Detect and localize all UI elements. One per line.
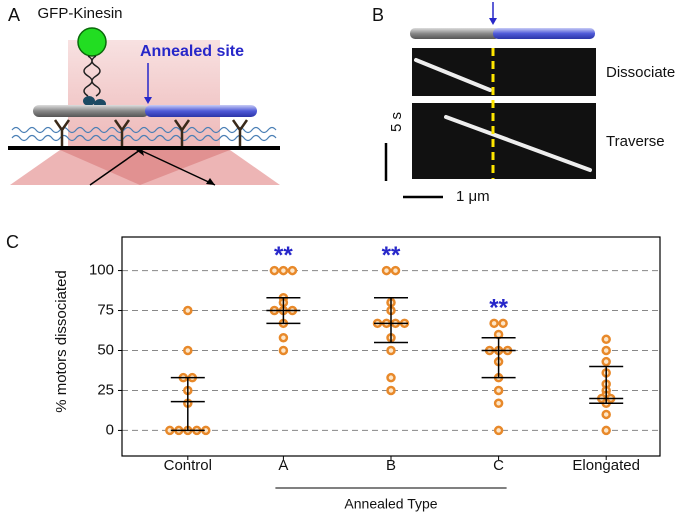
length-scale: 1 μm <box>456 188 490 205</box>
arrow-head <box>489 18 497 25</box>
significance: ** <box>489 295 508 322</box>
data-point <box>278 265 289 276</box>
panel-label: A <box>8 5 20 25</box>
panel-c: 0 25 50 75 100 % motors dissociated Control A **… <box>53 236 661 512</box>
panel-label: C <box>6 232 19 252</box>
protein-label: GFP-Kinesin <box>37 5 122 22</box>
data-point <box>386 372 396 383</box>
x-tick-label: B <box>386 457 396 474</box>
data-point <box>287 265 298 276</box>
arrow-head <box>144 97 152 104</box>
data-point <box>601 409 611 420</box>
arrow-head <box>136 148 144 156</box>
data-point <box>601 334 611 345</box>
annealed-segment <box>493 28 595 39</box>
microtubule <box>410 28 500 39</box>
motor-head <box>83 96 95 106</box>
y-tick-label: 75 <box>97 302 114 319</box>
x-tick-label: C <box>493 457 504 474</box>
data-point <box>601 425 611 436</box>
y-axis-title: % motors dissociated <box>53 270 70 413</box>
panel-a: A GFP-Kinesin Annealed site <box>8 5 280 186</box>
annealed-segment <box>145 105 257 117</box>
significance: ** <box>382 242 401 269</box>
data-point <box>381 265 392 276</box>
data-point <box>601 356 611 367</box>
data-point <box>269 265 280 276</box>
arrow-head <box>206 178 215 185</box>
significance: ** <box>274 242 293 269</box>
stalk <box>83 55 101 97</box>
data-point <box>498 318 508 329</box>
kymograph <box>412 103 596 179</box>
data-point <box>386 345 396 356</box>
y-tick-label: 0 <box>106 421 114 438</box>
x-tick-label: Control <box>164 457 212 474</box>
y-tick-label: 100 <box>89 262 114 279</box>
data-point <box>278 345 289 356</box>
data-point <box>390 265 401 276</box>
y-tick-label: 25 <box>97 381 114 398</box>
kymograph <box>412 48 596 96</box>
group-label: Annealed Type <box>344 496 437 512</box>
x-tick-label: A <box>278 457 288 474</box>
panel-b: B Dissociate Traverse 5 s 1 μm <box>372 2 675 205</box>
row-label: Dissociate <box>606 64 675 81</box>
data-point <box>493 398 504 408</box>
track <box>414 58 492 92</box>
data-point <box>183 305 193 316</box>
row-label: Traverse <box>606 133 665 150</box>
data-point <box>489 318 499 329</box>
data-point <box>386 385 396 396</box>
data-point <box>493 425 504 436</box>
time-scale: 5 s <box>388 112 405 132</box>
microtubule <box>33 105 149 117</box>
light-path <box>89 149 216 186</box>
data-point <box>493 385 504 396</box>
data-point <box>601 345 611 356</box>
track <box>444 115 592 172</box>
y-tick-label: 50 <box>97 341 114 358</box>
x-tick-label: Elongated <box>572 457 640 474</box>
surface-coating <box>11 126 277 142</box>
gfp <box>77 27 107 57</box>
data-point <box>278 332 289 343</box>
panel-label: B <box>372 5 384 25</box>
data-point <box>183 345 193 356</box>
antibody <box>53 119 249 148</box>
site-label: Annealed site <box>140 43 244 60</box>
light-cone <box>60 150 230 185</box>
